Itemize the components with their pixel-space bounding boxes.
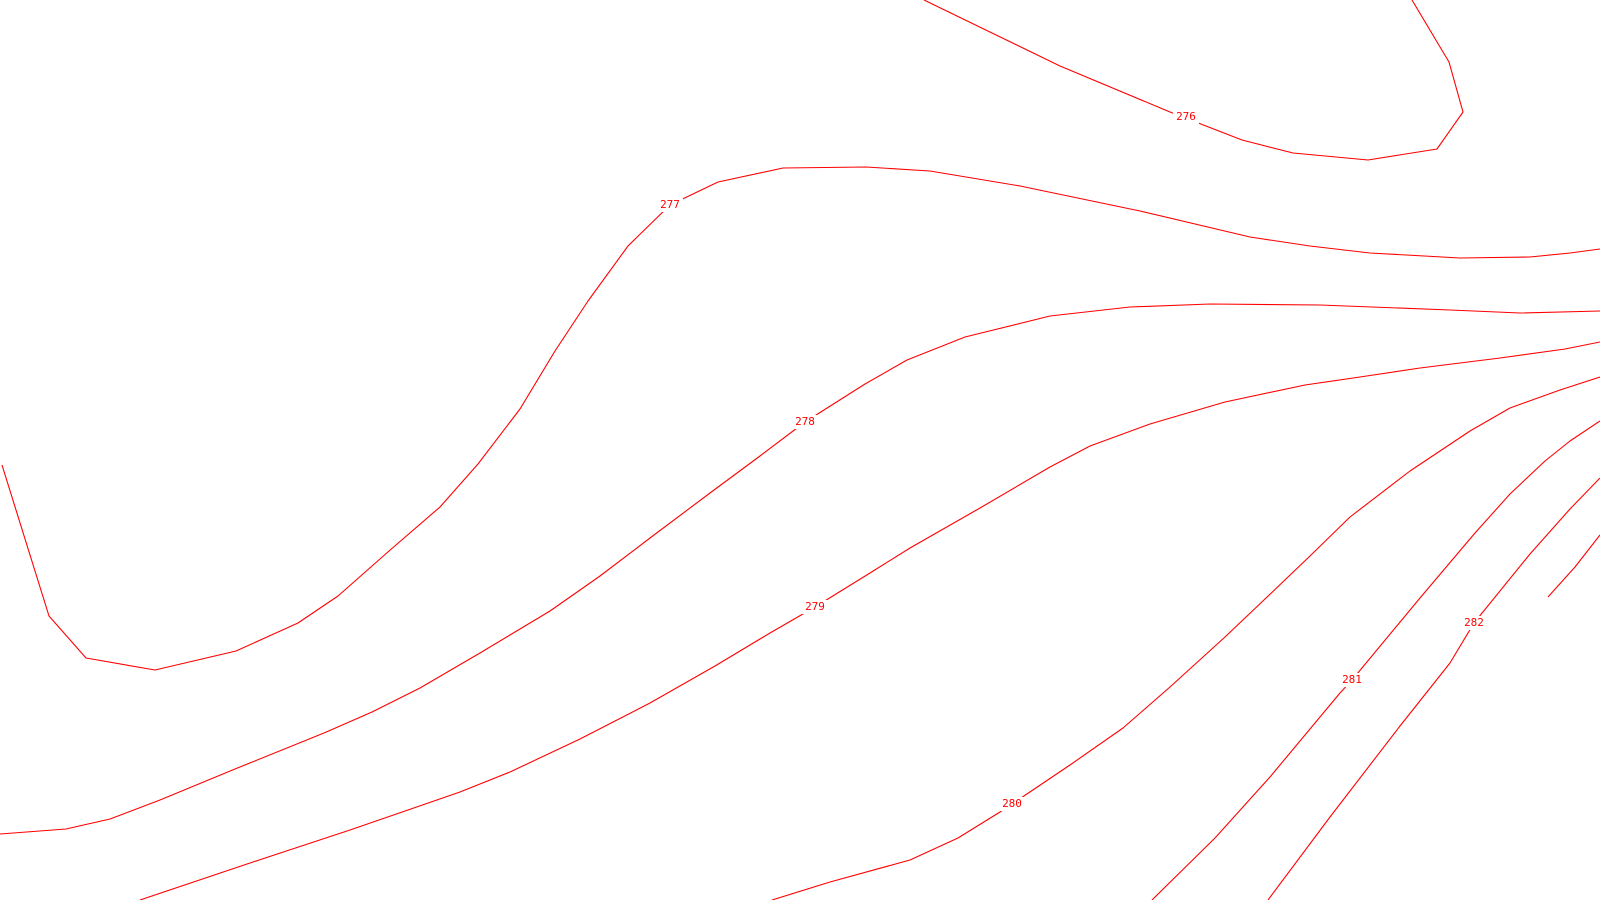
contour-labels-layer: 276 277 278 279 280 281 282 — [657, 110, 1487, 811]
contour-line-277 — [1, 166, 1600, 671]
contour-label-background — [802, 600, 828, 614]
contour-label-background — [999, 797, 1025, 811]
contour-label-276: 276 — [1176, 110, 1196, 123]
contour-label-279: 279 — [805, 600, 825, 613]
contour-label-background — [657, 198, 683, 212]
contour-label-background — [1173, 110, 1199, 124]
contour-label-281: 281 — [1342, 673, 1362, 686]
contour-label-278: 278 — [795, 415, 815, 428]
contour-line-281 — [1151, 420, 1600, 900]
contour-label-277: 277 — [660, 198, 680, 211]
contour-line-276 — [923, 0, 1464, 161]
contour-label-background — [1339, 673, 1365, 687]
contour-line-283 — [1547, 534, 1600, 598]
contour-label-280: 280 — [1002, 797, 1022, 810]
contour-line-279 — [139, 341, 1600, 900]
contour-label-background — [792, 415, 818, 429]
contour-label-282: 282 — [1464, 616, 1484, 629]
contour-label-background — [1461, 616, 1487, 630]
contour-line-278 — [0, 303, 1600, 835]
contour-line-282 — [1267, 477, 1600, 900]
contour-line-280 — [771, 376, 1600, 900]
